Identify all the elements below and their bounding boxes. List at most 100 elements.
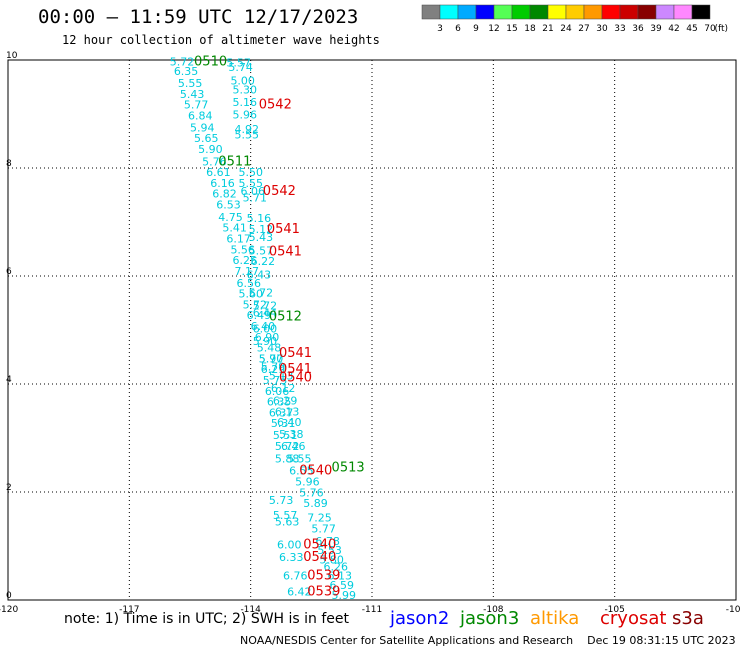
wave-height-point: 6.82 xyxy=(212,188,237,201)
wave-height-point: 5.88 xyxy=(275,452,300,465)
colorbar-unit: (ft) xyxy=(714,24,728,34)
wave-height-point: 6.59 xyxy=(330,579,355,592)
colorbar-label: 45 xyxy=(686,24,697,34)
wave-height-point: 7.17 xyxy=(234,265,259,278)
pass-time-label: 0511 xyxy=(218,154,251,169)
wave-height-point: 5.00 xyxy=(230,74,255,87)
chart-note: note: 1) Time is in UTC; 2) SWH is in fe… xyxy=(64,611,350,627)
wave-height-point: 5.72 xyxy=(275,440,300,453)
wave-height-point: 5.50 xyxy=(239,166,263,179)
wave-height-point: 6.49 xyxy=(247,309,272,322)
wave-height-point: 5.74 xyxy=(228,61,253,74)
wave-height-point: 5.16 xyxy=(232,96,257,109)
chart-title: 00:00 – 11:59 UTC 12/17/2023 xyxy=(38,6,359,28)
pass-time-label: 0540 xyxy=(279,370,312,385)
pass-time-label: 0539 xyxy=(307,568,340,583)
colorbar-label: 24 xyxy=(560,24,572,34)
wave-height-point: 5.94 xyxy=(190,121,215,134)
wave-height-point: 6.12 xyxy=(271,382,296,395)
wave-height-point: 5.73 xyxy=(269,494,294,507)
wave-height-point: 5.30 xyxy=(232,83,257,96)
wave-height-point: 6.25 xyxy=(232,254,257,267)
wave-height-point: 6.55 xyxy=(289,465,314,478)
x-tick-label: -114 xyxy=(240,605,261,615)
colorbar-swatch xyxy=(691,4,711,20)
wave-height-point: 5.80 xyxy=(319,553,344,566)
wave-height-point: 6.46 xyxy=(281,440,306,453)
x-tick-label: -120 xyxy=(0,605,18,615)
y-tick-label: 0 xyxy=(6,591,12,601)
y-tick-label: 2 xyxy=(6,483,12,493)
wave-height-point: 6.13 xyxy=(275,405,300,418)
wave-height-point: 5.60 xyxy=(239,288,263,301)
wave-height-point: 5.77 xyxy=(311,523,336,536)
wave-height-point: 5.53 xyxy=(317,544,342,557)
x-tick-label: -108 xyxy=(483,605,504,615)
colorbar-label: 30 xyxy=(596,24,608,34)
wave-height-point: 5.51 xyxy=(273,429,298,442)
chart-footer: NOAA/NESDIS Center for Satellite Applica… xyxy=(240,634,736,647)
satellite-legend-s3a: s3a xyxy=(672,608,704,629)
x-tick-label: -117 xyxy=(119,605,139,615)
colorbar-label: 27 xyxy=(578,24,589,34)
wave-height-point: 6.53 xyxy=(216,199,241,212)
pass-time-label: 0542 xyxy=(263,184,296,199)
wave-height-point: 6.00 xyxy=(253,323,278,336)
colorbar-label: 39 xyxy=(650,24,662,34)
wave-height-point: 6.29 xyxy=(261,363,286,376)
colorbar-label: 15 xyxy=(506,24,517,34)
wave-height-point: 4.92 xyxy=(234,123,259,136)
wave-height-point: 5.41 xyxy=(222,222,247,235)
colorbar-label: 12 xyxy=(488,24,499,34)
pass-time-label: 0513 xyxy=(332,460,365,475)
wave-height-point: 5.90 xyxy=(198,143,223,156)
wave-height-point: 5.16 xyxy=(247,212,272,225)
wave-height-point: 6.00 xyxy=(277,539,302,552)
pass-time-label: 0542 xyxy=(259,98,292,113)
wave-height-point: 5.55 xyxy=(239,177,263,190)
colorbar-label: 6 xyxy=(455,24,461,34)
wave-height-point: 6.35 xyxy=(267,396,292,409)
wave-height-point: 5.12 xyxy=(249,223,274,236)
colorbar-legend: 3 6 9 12 15 18 21 24 27 30 33 36 39 42 45 70(ft) xyxy=(421,4,728,34)
pass-time-label: 0541 xyxy=(279,362,312,377)
wave-height-point: 5.65 xyxy=(194,132,219,145)
colorbar-label: 9 xyxy=(473,24,479,34)
wave-height-point: 4.75 xyxy=(218,211,243,224)
pass-time-label: 0540 xyxy=(303,550,336,565)
satellite-legend-jason2: jason2 xyxy=(390,608,450,629)
wave-height-point: 5.89 xyxy=(303,497,328,510)
wave-height-point: 5.96 xyxy=(295,476,320,489)
wave-height-point: 6.33 xyxy=(279,551,304,564)
colorbar-label: 3 xyxy=(437,24,443,34)
wave-height-point: 5.72 xyxy=(170,55,195,68)
wave-height-point: 5.72 xyxy=(253,299,278,312)
wave-height-point: 6.26 xyxy=(323,560,348,573)
colorbar-label: 21 xyxy=(542,24,553,34)
wave-height-point: 5.48 xyxy=(257,342,282,355)
colorbar-label: 18 xyxy=(524,24,536,34)
wave-height-point: 6.13 xyxy=(328,569,353,582)
wave-height-point: 6.06 xyxy=(265,385,290,398)
wave-height-point: 5.38 xyxy=(279,428,304,441)
wave-height-point: 5.56 xyxy=(230,243,255,256)
y-tick-label: 4 xyxy=(6,375,12,385)
wave-height-point: 5.13 xyxy=(269,370,294,383)
wave-height-point: 5.57 xyxy=(249,244,274,257)
wave-height-point: 6.40 xyxy=(277,416,302,429)
wave-height-point: 6.90 xyxy=(255,331,280,344)
y-tick-label: 6 xyxy=(6,267,12,277)
pass-time-label: 0512 xyxy=(269,309,302,324)
x-tick-label: -102 xyxy=(726,605,740,615)
wave-height-point: 5.57 xyxy=(273,509,298,522)
satellite-legend-cryosat: cryosat xyxy=(600,608,667,629)
wave-height-point: 5.76 xyxy=(202,155,227,168)
satellite-legend-jason3: jason3 xyxy=(460,608,520,629)
pass-time-label: 0541 xyxy=(267,222,300,237)
colorbar-label: 42 xyxy=(668,24,679,34)
wave-height-point: 5.90 xyxy=(253,335,278,348)
wave-height-point: 6.22 xyxy=(251,255,276,268)
wave-height-point: 5.96 xyxy=(232,108,257,121)
wave-height-point: 6.44 xyxy=(253,307,278,320)
wave-height-point: 6.16 xyxy=(210,177,235,190)
